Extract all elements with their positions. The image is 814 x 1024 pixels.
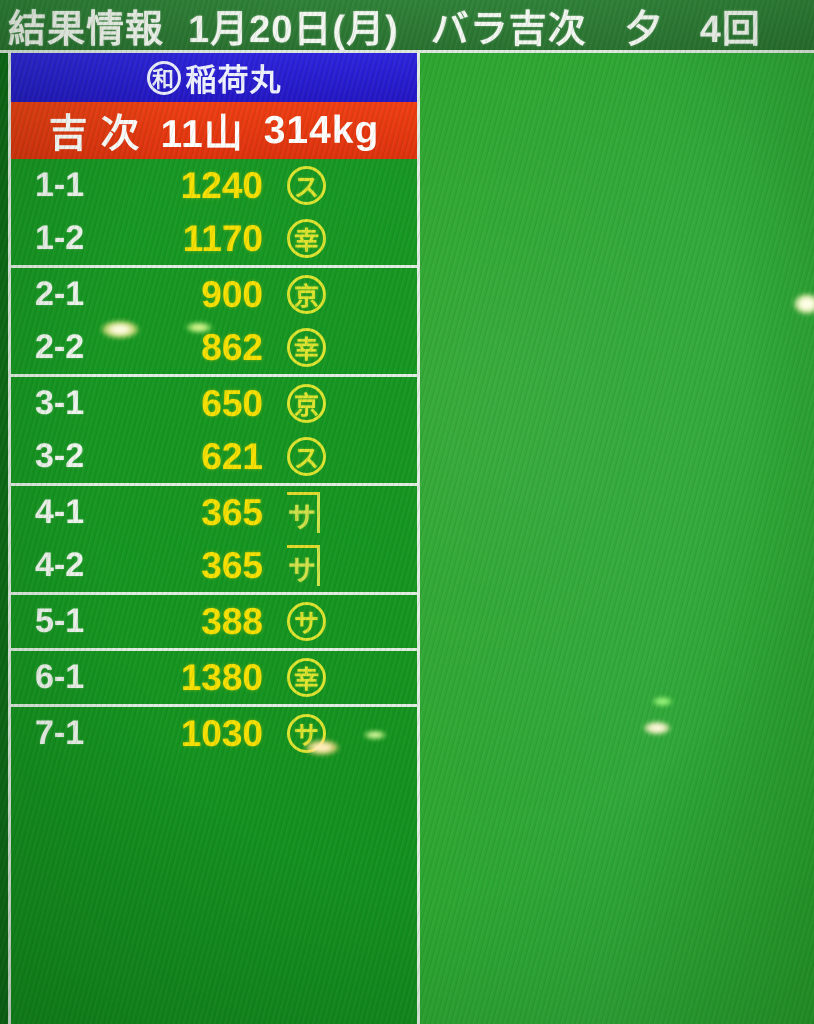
lot-number: 4-1 [35, 493, 85, 531]
page-title: 結果情報 [8, 8, 165, 51]
lot-number: 1-1 [35, 166, 85, 204]
fish-summary-bar: 吉 次 11山 314kg [11, 102, 417, 159]
table-row: 4-1 365 サ [11, 486, 417, 539]
fish-name: 吉 次 [48, 112, 141, 156]
results-panel: 和 稲荷丸 吉 次 11山 314kg 1-1 1240 ス 1-2 1170 … [8, 53, 420, 1024]
buyer-mark-circle-icon: サ [287, 602, 326, 641]
lot-number: 6-1 [35, 658, 85, 696]
table-row: 4-2 365 サ [11, 539, 417, 592]
table-row: 3-1 650 京 [11, 377, 417, 430]
table-row: 1-1 1240 ス [11, 159, 417, 212]
price-value: 388 [201, 600, 263, 642]
buyer-mark-kane-icon: サ [287, 545, 320, 586]
lot-group-4: 4-1 365 サ 4-2 365 サ [11, 486, 417, 595]
price-value: 862 [201, 326, 263, 368]
table-row: 5-1 388 サ [11, 595, 417, 648]
buyer-mark-circle-icon: 京 [287, 384, 326, 423]
table-row: 3-2 621 ス [11, 430, 417, 483]
lot-number: 4-2 [35, 546, 85, 584]
lot-number: 3-2 [35, 437, 85, 475]
price-value: 900 [201, 273, 263, 315]
buyer-mark-circle-icon: ス [287, 437, 326, 476]
boat-mark-icon: 和 [146, 60, 181, 95]
total-weight: 314kg [263, 108, 380, 152]
title-bar: 結果情報 1月20日(月) バラ吉次 夕 4回 [0, 0, 814, 53]
lot-number: 1-2 [35, 219, 85, 257]
table-row: 1-2 1170 幸 [11, 212, 417, 265]
pile-count: 11山 [160, 112, 244, 156]
glare-spot [649, 695, 676, 708]
boat-name: 稲荷丸 [185, 63, 282, 98]
table-row: 6-1 1380 幸 [11, 651, 417, 704]
lot-group-6: 6-1 1380 幸 [11, 651, 417, 707]
price-value: 1240 [180, 164, 263, 206]
buyer-mark-circle-icon: 幸 [287, 328, 326, 367]
buyer-mark-kane-icon: サ [287, 492, 320, 533]
lot-group-5: 5-1 388 サ [11, 595, 417, 651]
lot-number: 5-1 [35, 602, 85, 640]
price-value: 650 [201, 382, 263, 424]
price-value: 1170 [182, 217, 263, 259]
buyer-mark-circle-icon: 幸 [287, 219, 326, 258]
date-label: 1月20日(月) [188, 8, 399, 51]
price-value: 1030 [180, 712, 263, 754]
session-label: 夕 [624, 8, 664, 51]
table-row: 7-1 1030 サ [11, 707, 417, 760]
table-row: 2-1 900 京 [11, 268, 417, 321]
buyer-mark-circle-icon: ス [287, 166, 326, 205]
lot-number: 7-1 [35, 714, 85, 752]
round-label: 4回 [699, 8, 761, 51]
lot-group-1: 1-1 1240 ス 1-2 1170 幸 [11, 159, 417, 268]
price-value: 365 [201, 491, 263, 533]
glare-spot [639, 719, 675, 737]
lot-group-3: 3-1 650 京 3-2 621 ス [11, 377, 417, 486]
lot-number: 2-2 [35, 328, 85, 366]
lot-number: 3-1 [35, 384, 85, 422]
table-row: 2-2 862 幸 [11, 321, 417, 374]
price-value: 365 [201, 544, 263, 586]
price-value: 1380 [180, 656, 263, 698]
glare-spot [789, 290, 814, 318]
lot-group-2: 2-1 900 京 2-2 862 幸 [11, 268, 417, 377]
lot-number: 2-1 [35, 275, 85, 313]
buyer-mark-circle-icon: 幸 [287, 658, 326, 697]
item-label: バラ吉次 [430, 8, 587, 51]
price-value: 621 [201, 435, 263, 477]
screen-left-edge [0, 50, 8, 1024]
buyer-mark-circle-icon: 京 [287, 275, 326, 314]
lot-group-7: 7-1 1030 サ [11, 707, 417, 760]
boat-name-bar: 和 稲荷丸 [11, 53, 417, 102]
buyer-mark-circle-icon: サ [287, 714, 326, 753]
